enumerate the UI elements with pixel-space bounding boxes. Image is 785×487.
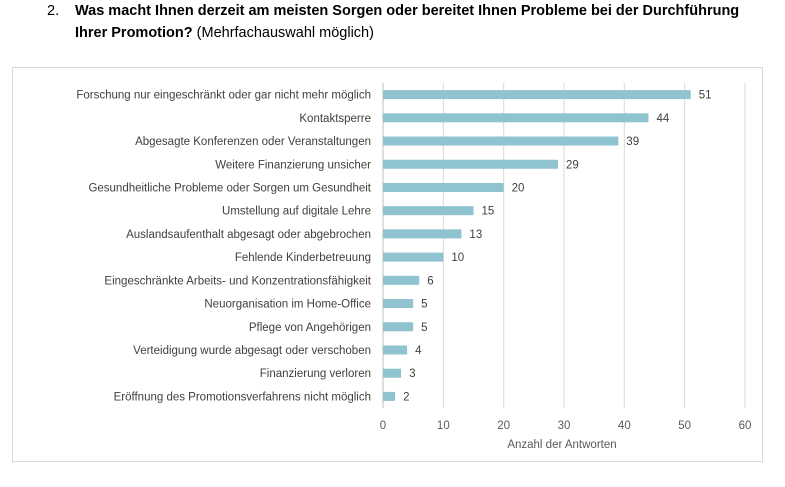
- bar: [383, 90, 691, 100]
- data-label: 20: [512, 182, 525, 194]
- bar: [383, 299, 414, 309]
- bar: [383, 368, 402, 378]
- bar: [383, 229, 462, 239]
- x-tick-label: 60: [739, 420, 752, 432]
- x-tick-label: 20: [497, 420, 510, 432]
- bar: [383, 182, 504, 192]
- x-tick-label: 10: [437, 420, 450, 432]
- data-label: 5: [421, 299, 427, 311]
- question-note: (Mehrfachauswahl möglich): [196, 25, 374, 41]
- x-tick-label: 30: [558, 420, 571, 432]
- category-label: Kontaktsperre: [299, 113, 371, 125]
- bar: [383, 391, 396, 401]
- bar: [383, 206, 474, 216]
- data-label: 51: [699, 90, 712, 102]
- x-tick-label: 50: [678, 420, 691, 432]
- category-label: Neuorganisation im Home-Office: [204, 299, 371, 311]
- question-title: Was macht Ihnen derzeit am meisten Sorge…: [75, 3, 740, 41]
- category-label: Gesundheitliche Probleme oder Sorgen um …: [88, 182, 371, 194]
- category-label: Auslandsaufenthalt abgesagt oder abgebro…: [126, 229, 371, 241]
- bar: [383, 136, 619, 146]
- data-label: 2: [403, 391, 409, 403]
- bar: [383, 275, 420, 285]
- data-label: 13: [469, 229, 482, 241]
- category-label: Eingeschränkte Arbeits- und Konzentratio…: [104, 275, 371, 287]
- data-label: 5: [421, 322, 427, 334]
- bar: [383, 252, 444, 262]
- category-label: Eröffnung des Promotionsverfahrens nicht…: [114, 391, 371, 403]
- category-label: Fehlende Kinderbetreuung: [235, 252, 371, 264]
- data-label: 39: [626, 136, 639, 148]
- data-label: 29: [566, 159, 579, 171]
- data-label: 4: [415, 345, 422, 357]
- data-label: 3: [409, 368, 415, 380]
- x-tick-label: 40: [618, 420, 631, 432]
- x-tick-label: 0: [380, 420, 386, 432]
- bar: [383, 159, 558, 169]
- bar: [383, 113, 649, 123]
- question-number: 2.: [47, 3, 60, 19]
- bar: [383, 322, 414, 332]
- category-label: Abgesagte Konferenzen oder Veranstaltung…: [135, 136, 371, 148]
- x-axis-title: Anzahl der Antworten: [507, 439, 616, 451]
- category-label: Weitere Finanzierung unsicher: [215, 159, 371, 171]
- category-label: Umstellung auf digitale Lehre: [222, 206, 371, 218]
- category-label: Forschung nur eingeschränkt oder gar nic…: [76, 90, 371, 102]
- question-text: Was macht Ihnen derzeit am meisten Sorge…: [75, 0, 765, 44]
- category-label: Finanzierung verloren: [260, 368, 371, 380]
- data-label: 44: [656, 113, 669, 125]
- data-label: 6: [427, 275, 433, 287]
- data-label: 15: [482, 206, 495, 218]
- data-label: 10: [451, 252, 464, 264]
- bar: [383, 345, 408, 355]
- category-label: Verteidigung wurde abgesagt oder verscho…: [133, 345, 371, 357]
- category-label: Pflege von Angehörigen: [249, 322, 371, 334]
